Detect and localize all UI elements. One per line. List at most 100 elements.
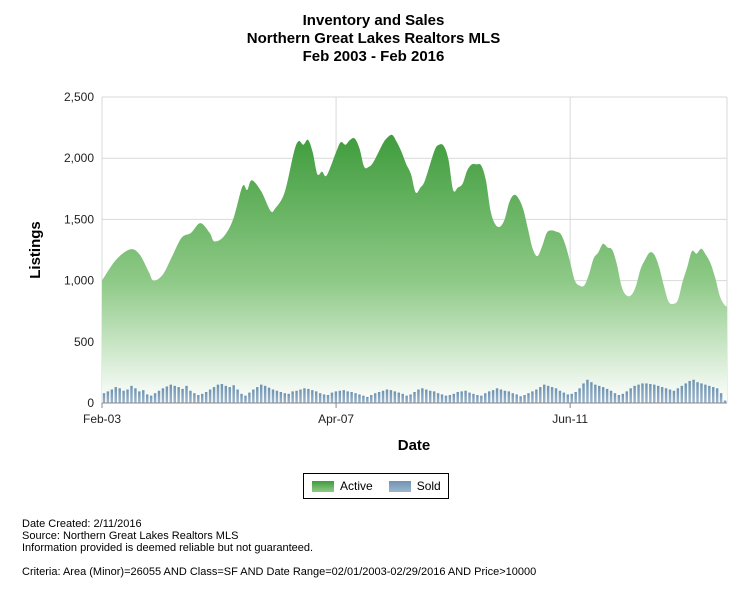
sold-bar — [448, 395, 452, 403]
sold-bar — [373, 393, 377, 403]
legend-item-active: Active — [312, 479, 373, 493]
legend-swatch-sold — [388, 480, 411, 492]
sold-bar — [110, 389, 114, 403]
sold-bar — [232, 385, 235, 403]
legend-item-sold: Sold — [388, 479, 441, 493]
sold-bar — [598, 385, 601, 403]
sold-bar — [487, 391, 491, 403]
sold-bar — [263, 385, 267, 403]
sold-bar — [590, 382, 593, 403]
sold-bar — [417, 389, 420, 403]
footer-date-created: Date Created: 2/11/2016 — [22, 518, 142, 530]
x-tick-label: Apr-07 — [318, 412, 354, 426]
sold-bar — [334, 391, 338, 403]
sold-bar — [224, 385, 228, 403]
sold-bar — [472, 393, 475, 403]
sold-bar — [633, 385, 636, 403]
sold-bar — [440, 394, 444, 403]
sold-bar — [299, 389, 302, 403]
sold-bar — [216, 384, 220, 403]
sold-bar — [531, 391, 534, 403]
sold-bar — [307, 388, 310, 403]
sold-bar — [102, 393, 106, 403]
sold-bar — [267, 387, 271, 403]
sold-bar — [421, 388, 424, 403]
sold-bar — [169, 384, 173, 403]
sold-bar — [637, 384, 640, 403]
chart-svg: 0 500 1,000 1,500 2,000 2,500 Feb-03 Apr-07 Jun-… — [27, 90, 728, 454]
sold-bar — [208, 389, 212, 403]
sold-bar — [114, 387, 117, 403]
sold-bar — [362, 395, 365, 403]
sold-bar — [157, 390, 161, 403]
chart-title-line-1: Inventory and Sales — [302, 12, 445, 29]
sold-bar — [539, 387, 542, 403]
sold-bar — [476, 395, 479, 403]
sold-bar — [204, 391, 208, 403]
sold-bar — [649, 384, 652, 403]
sold-bar — [723, 400, 727, 403]
sold-bar — [546, 385, 550, 403]
sold-bar — [240, 393, 243, 403]
sold-bar — [519, 396, 522, 403]
legend-label-active: Active — [340, 479, 373, 493]
y-tick-label: 1,500 — [64, 212, 94, 226]
y-tick-label: 2,500 — [64, 90, 94, 104]
sold-bar — [444, 395, 448, 403]
sold-bar — [704, 384, 707, 403]
sold-bar — [542, 384, 546, 403]
sold-bar — [562, 392, 566, 403]
sold-bar — [629, 388, 632, 403]
sold-bar — [712, 387, 715, 403]
sold-bar — [138, 391, 141, 403]
sold-bar — [708, 385, 711, 403]
sold-bar — [271, 389, 275, 403]
sold-bar — [653, 384, 656, 403]
sold-bar — [393, 391, 397, 403]
sold-bar — [185, 385, 188, 403]
sold-bar — [554, 388, 558, 403]
sold-bar — [397, 392, 400, 403]
sold-bar — [484, 393, 487, 403]
sold-bar — [181, 388, 184, 403]
sold-bar — [503, 390, 507, 403]
sold-bar — [244, 395, 247, 403]
sold-bar — [480, 395, 483, 403]
sold-bar — [495, 388, 499, 403]
sold-bar — [153, 393, 157, 403]
sold-bar — [389, 390, 393, 403]
sold-bar — [625, 391, 628, 403]
sold-bar — [676, 388, 680, 403]
sold-bar — [330, 392, 334, 403]
sold-bar — [550, 387, 554, 403]
sold-bar — [287, 393, 290, 403]
sold-bar — [613, 393, 617, 403]
sold-bar — [295, 390, 298, 403]
sold-bar — [586, 379, 589, 403]
sold-bar — [617, 395, 621, 403]
chart-title-line-2: Northern Great Lakes Realtors MLS — [246, 30, 501, 47]
sold-bar — [401, 393, 404, 403]
sold-bar — [515, 394, 518, 403]
sold-bar — [366, 396, 369, 403]
sold-bar — [145, 394, 149, 403]
sold-bar — [499, 389, 503, 403]
x-tick-label: Feb-03 — [83, 412, 121, 426]
sold-bar — [149, 395, 153, 403]
footer-criteria: Criteria: Area (Minor)=26055 AND Class=S… — [22, 566, 537, 578]
sold-bar — [656, 385, 660, 403]
sold-bar — [311, 390, 314, 403]
sold-bar — [228, 387, 231, 403]
sold-bar — [142, 390, 145, 403]
sold-bar — [645, 383, 648, 403]
sold-bar — [715, 388, 719, 403]
sold-bar — [303, 388, 306, 403]
sold-bar — [256, 387, 259, 403]
sold-bar — [452, 393, 456, 403]
sold-bar — [259, 384, 263, 403]
sold-bar — [165, 386, 169, 403]
sold-bar — [594, 384, 597, 403]
sold-bar — [318, 393, 322, 403]
sold-bar — [605, 388, 609, 403]
y-tick-label: 500 — [74, 335, 94, 349]
